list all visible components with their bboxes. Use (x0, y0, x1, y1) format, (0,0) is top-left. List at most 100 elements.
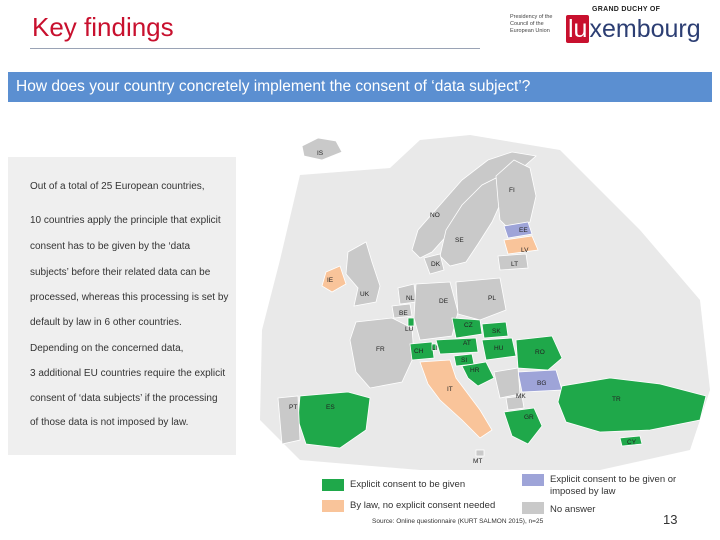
title-divider (30, 48, 480, 49)
map-label-bg: BG (537, 380, 546, 387)
country-de (413, 281, 459, 341)
map-label-ie: IE (327, 277, 334, 284)
map-label-ro: RO (535, 349, 545, 356)
europe-consent-map: IS FI NO EE SE LV DK LT IE UK NL DE PL B… (260, 135, 710, 470)
map-label-it: IT (447, 386, 453, 393)
map-label-sk: SK (492, 328, 501, 335)
legend-label-by-law: By law, no explicit consent needed (350, 500, 496, 511)
country-is (301, 137, 343, 161)
summary-line: Depending on the concerned data, (30, 343, 184, 354)
map-label-li: LI (432, 345, 438, 352)
logo-wordmark-suffix: xembourg (589, 15, 701, 43)
question-text: How does your country concretely impleme… (16, 78, 531, 95)
country-cz (451, 317, 483, 339)
logo-wordmark: luxembourg (566, 15, 701, 44)
country-fr (349, 317, 415, 389)
country-li (431, 343, 437, 351)
map-label-nl: NL (406, 295, 415, 302)
country-at (435, 337, 479, 355)
summary-line: 10 countries apply the principle that ex… (30, 215, 221, 226)
map-label-cz: CZ (464, 322, 473, 329)
country-balkans (493, 367, 521, 399)
legend-swatch-explicit-or-law (522, 474, 544, 486)
country-sk (481, 321, 509, 339)
map-label-no: NO (430, 212, 440, 219)
summary-line: processed, whereas this processing is se… (30, 292, 229, 303)
country-tr (557, 377, 707, 433)
page-title: Key findings (32, 12, 174, 42)
map-label-uk: UK (360, 291, 370, 298)
country-lu (407, 317, 415, 327)
summary-line: Out of a total of 25 European countries, (30, 181, 205, 192)
summary-box: Out of a total of 25 European countries,… (8, 157, 236, 455)
country-gr (503, 407, 543, 445)
source-note: Source: Online questionnaire (KURT SALMO… (372, 518, 544, 525)
summary-line: consent of ‘data subjects’ if the proces… (30, 393, 218, 404)
country-pl (455, 277, 507, 321)
map-label-mt: MT (473, 458, 482, 465)
country-mt (475, 449, 485, 457)
legend-item-explicit: Explicit consent to be given (322, 479, 522, 493)
summary-line: consent has to be given by the ‘data (30, 241, 191, 252)
presidency-text: Presidency of the Council of the Europea… (510, 14, 553, 34)
country-be (391, 303, 413, 319)
summary-line: subjects’ before their related data can … (30, 267, 211, 278)
map-label-be: BE (399, 310, 408, 317)
country-hu (481, 337, 517, 361)
country-ro (515, 335, 563, 371)
country-cy (619, 435, 643, 447)
map-label-dk: DK (431, 261, 441, 268)
country-lt (497, 253, 529, 271)
legend-swatch-by-law (322, 500, 344, 512)
legend-item-explicit-or-law: Explicit consent to be given or imposed … (522, 474, 712, 500)
map-label-fr: FR (376, 346, 385, 353)
country-ee (503, 221, 533, 239)
country-pt (277, 395, 301, 445)
legend-swatch-no-answer (522, 502, 544, 514)
legend-item-no-answer: No answer (522, 502, 662, 516)
map-label-pt: PT (289, 404, 297, 411)
map-label-hr: HR (470, 367, 480, 374)
map-label-mk: MK (516, 393, 526, 400)
country-no (411, 151, 537, 259)
legend-label-no-answer: No answer (550, 504, 596, 515)
country-hr (461, 361, 495, 387)
map-label-cy: CY (627, 439, 637, 446)
country-mk (505, 395, 525, 411)
map-label-tr: TR (612, 396, 621, 403)
map-label-es: ES (326, 404, 335, 411)
legend-label-explicit-or-law: Explicit consent to be given or imposed … (550, 474, 677, 497)
country-lv (503, 235, 539, 255)
country-it (419, 359, 493, 439)
map-label-lt: LT (511, 261, 518, 268)
map-label-ee: EE (519, 227, 528, 234)
summary-line: of those data is not imposed by law. (30, 417, 189, 428)
country-uk (345, 241, 381, 307)
country-ie (321, 265, 347, 293)
country-fi (495, 159, 537, 233)
map-label-lv: LV (521, 247, 529, 254)
summary-line: 3 additional EU countries require the ex… (30, 368, 226, 379)
legend-swatch-explicit (322, 479, 344, 491)
legend-item-by-law: By law, no explicit consent needed (322, 500, 522, 514)
question-banner: How does your country concretely impleme… (8, 72, 712, 102)
grand-duchy-text: GRAND DUCHY OF (592, 6, 661, 13)
country-ch (409, 341, 435, 361)
map-label-ch: CH (414, 348, 424, 355)
summary-line: default by law in 6 other countries. (30, 317, 182, 328)
map-label-se: SE (455, 237, 464, 244)
map-label-si: SI (461, 357, 467, 364)
map-label-pl: PL (488, 295, 496, 302)
legend-label-explicit: Explicit consent to be given (350, 479, 466, 490)
logo-lu-mark: lu (566, 15, 590, 43)
map-label-at: AT (463, 340, 471, 347)
map-label-hu: HU (494, 345, 504, 352)
page-number: 13 (663, 512, 678, 527)
map-label-is: IS (317, 150, 324, 157)
map-label-lu: LU (405, 326, 414, 333)
map-label-gr: GR (524, 414, 534, 421)
map-label-de: DE (439, 298, 449, 305)
luxembourg-presidency-logo: Presidency of the Council of the Europea… (510, 6, 710, 48)
country-dk (423, 253, 445, 275)
map-label-fi: FI (509, 187, 515, 194)
